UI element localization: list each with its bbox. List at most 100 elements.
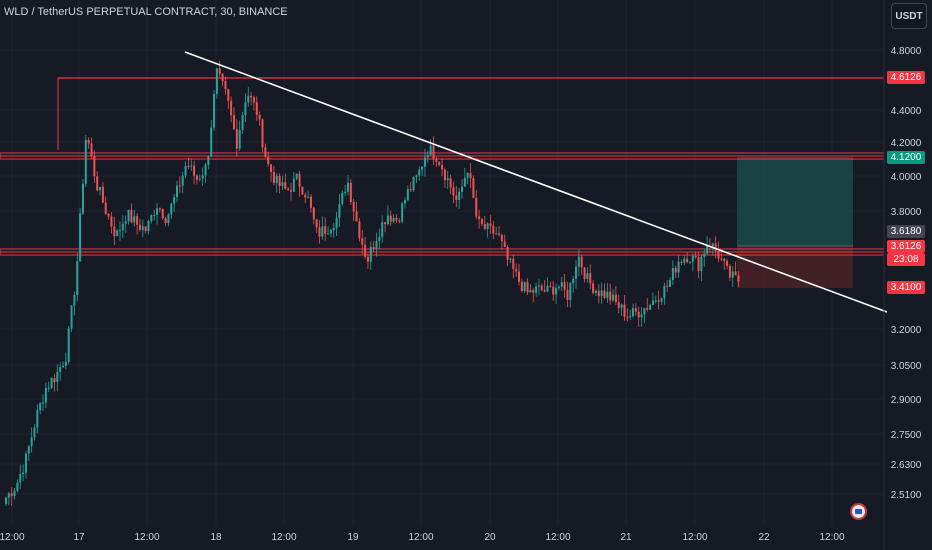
candle-body: [344, 191, 347, 193]
candle-body: [557, 286, 560, 289]
candle-body: [113, 226, 116, 237]
candle-body: [386, 215, 389, 225]
candle-body: [589, 273, 592, 284]
candle-body: [90, 143, 93, 157]
time-axis-label: 19: [347, 532, 359, 543]
candle-body: [369, 247, 372, 262]
candle-body: [443, 169, 446, 180]
target-zone[interactable]: [737, 157, 853, 246]
candle-body: [461, 186, 463, 192]
candle-body: [586, 273, 589, 279]
candle-body: [270, 164, 273, 173]
candle-body: [204, 164, 207, 176]
candle-body: [449, 178, 452, 188]
candle-body: [537, 285, 540, 287]
candle-body: [195, 175, 198, 180]
candle-body: [566, 289, 569, 300]
candle-body: [147, 221, 150, 231]
candle-body: [290, 190, 292, 192]
candle-body: [358, 221, 361, 239]
candle-body: [555, 288, 558, 295]
candle-body: [47, 387, 50, 389]
candle-body: [452, 187, 455, 196]
candle-body: [267, 156, 270, 165]
candle-body: [39, 403, 42, 411]
candle-countdown: 23:08: [887, 253, 925, 266]
candle-body: [612, 294, 615, 301]
candle-body: [238, 129, 241, 149]
stop-zone[interactable]: [737, 246, 853, 288]
descending-trendline[interactable]: [184, 51, 888, 313]
candle-body: [50, 378, 53, 388]
candle-body: [22, 472, 25, 475]
candle-body: [728, 265, 731, 278]
candle-body: [401, 203, 404, 222]
candle-body: [426, 154, 429, 158]
candle-body: [224, 81, 227, 90]
candle-body: [409, 189, 412, 191]
candle-body: [532, 290, 535, 293]
flag-logo-icon[interactable]: [850, 503, 867, 520]
candle-body: [201, 175, 204, 179]
candle-body: [438, 161, 441, 165]
candle-body: [184, 165, 187, 176]
candle-body: [275, 175, 278, 183]
candle-body: [723, 258, 726, 261]
candle-body: [62, 365, 64, 368]
candle-body: [307, 196, 310, 198]
candle-body: [133, 216, 136, 223]
candle-body: [660, 298, 663, 302]
time-axis-label: 12:00: [819, 532, 845, 543]
candle-body: [250, 95, 253, 98]
candle-body: [304, 194, 307, 198]
candle-body: [731, 271, 734, 278]
candle-body: [301, 186, 304, 195]
candle-body: [156, 208, 159, 215]
candle-body: [540, 285, 543, 291]
candle-body: [79, 213, 82, 262]
candle-body: [335, 217, 338, 229]
candle-body: [617, 302, 620, 308]
currency-button[interactable]: USDT: [891, 3, 927, 29]
candle-body: [221, 73, 224, 82]
candle-body: [649, 305, 652, 310]
candle-body: [520, 281, 523, 292]
chart-grid: [0, 0, 884, 525]
time-axis-label: 22: [758, 532, 770, 543]
candle-body: [99, 186, 102, 191]
candle-body: [284, 182, 287, 189]
candle-body: [153, 214, 156, 216]
candle-body: [241, 114, 244, 130]
candle-body: [478, 216, 481, 220]
candle-body: [312, 207, 315, 220]
candle-body: [572, 278, 575, 284]
candle-body: [56, 371, 59, 383]
candle-body: [583, 267, 586, 279]
candle-body: [515, 269, 518, 272]
candle-body: [178, 185, 181, 187]
candle-body: [597, 290, 600, 297]
candle-body: [298, 173, 301, 187]
candle-body: [509, 258, 512, 260]
candle-body: [683, 258, 686, 263]
candle-body: [526, 282, 529, 293]
candle-body: [158, 208, 161, 210]
candle-body: [364, 244, 367, 257]
candle-body: [264, 147, 267, 157]
candle-body: [418, 169, 421, 176]
candle-body: [255, 102, 258, 115]
candle-body: [327, 233, 330, 235]
candle-body: [389, 215, 392, 222]
candle-body: [606, 291, 609, 298]
candle-body: [7, 493, 10, 498]
candle-body: [486, 223, 489, 229]
price-axis-label: 2.9000: [890, 395, 922, 406]
candle-body: [349, 182, 352, 203]
time-axis-label: 12:00: [545, 532, 571, 543]
candle-body: [144, 226, 147, 231]
candle-body: [472, 178, 475, 198]
candle-body: [295, 173, 298, 179]
candle-body: [720, 258, 723, 260]
candle-body: [518, 271, 520, 282]
